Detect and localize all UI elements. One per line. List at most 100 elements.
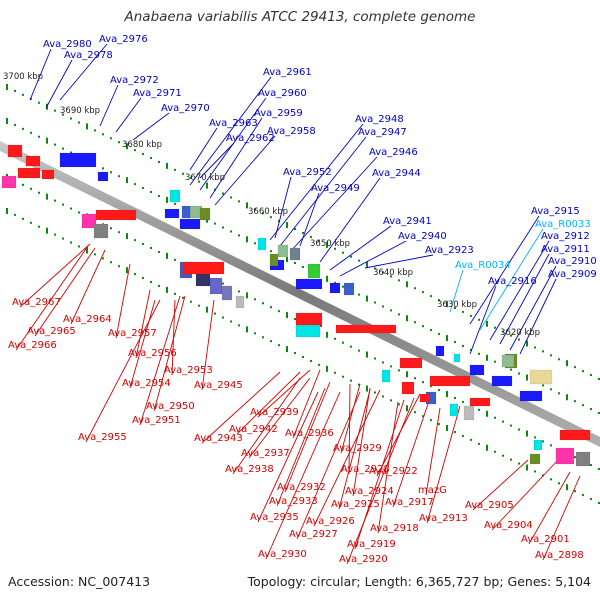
tick-dot [430, 329, 432, 332]
tick-dot [350, 255, 352, 258]
label-connector [352, 387, 371, 497]
label-connector [376, 393, 421, 477]
tick-dot [478, 318, 480, 321]
tick-dot [326, 275, 328, 282]
tick-dot [542, 440, 544, 443]
tick-dot [238, 324, 240, 327]
tick-dot [454, 396, 456, 399]
tick-dot [470, 314, 472, 317]
gene-feature [59, 152, 97, 168]
tick-dot [190, 176, 192, 179]
tick-dot [598, 412, 600, 415]
tick-dot [174, 202, 176, 205]
gene-label: Ava_2976 [99, 34, 148, 45]
tick-dot [358, 259, 360, 262]
tick-dot [206, 306, 208, 313]
tick-dot [534, 436, 536, 439]
tick-dot [310, 235, 312, 238]
tick-dot [574, 490, 576, 493]
gene-label: Ava_2910 [548, 256, 597, 267]
tick-dot [334, 281, 336, 284]
tick-dot [182, 296, 184, 299]
tick-dot [438, 333, 440, 336]
label-connector [132, 112, 170, 141]
label-connector [139, 295, 181, 426]
gene-label: Ava_2978 [64, 50, 113, 61]
tick-dot [502, 420, 504, 423]
tick-dot [566, 394, 568, 401]
tick-dot [158, 250, 160, 253]
tick-dot [326, 241, 328, 248]
gene-label: Ava_2942 [229, 424, 278, 435]
gene-feature [501, 354, 515, 368]
label-connector [257, 391, 319, 523]
gene-label: Ava_2950 [146, 401, 195, 412]
tick-dot [462, 400, 464, 403]
label-connector [340, 383, 361, 454]
tick-dot [78, 121, 80, 124]
tick-dot [126, 267, 128, 274]
gene-label: Ava_2938 [225, 464, 274, 475]
tick-dot [518, 428, 520, 431]
label-connector [479, 228, 544, 331]
tick-dot [286, 222, 288, 229]
tick-dot [366, 295, 368, 302]
gene-label: Ava_2941 [383, 216, 432, 227]
tick-dot [286, 346, 288, 353]
gene-label: Ava_2959 [254, 108, 303, 119]
gene-label: Ava_2917 [385, 497, 434, 508]
gene-label: Ava_2947 [358, 127, 407, 138]
tick-dot [246, 326, 248, 333]
gene-label: Ava_2955 [78, 432, 127, 443]
tick-dot [342, 251, 344, 254]
tick-dot [134, 239, 136, 242]
label-connector [469, 285, 497, 355]
label-connector [232, 377, 301, 475]
tick-dot [358, 383, 360, 386]
gene-feature [329, 282, 341, 294]
tick-dot [494, 416, 496, 419]
tick-dot [422, 381, 424, 384]
tick-dot [318, 363, 320, 366]
tick-dot [86, 247, 88, 254]
tick-dot [102, 133, 104, 136]
label-connector [354, 399, 405, 550]
tick-dot [6, 207, 8, 214]
gene-label: Ava_2940 [398, 231, 447, 242]
gene-feature [435, 345, 445, 357]
label-connector [70, 249, 106, 325]
map-title: Anabaena variabilis ATCC 29413, complete… [124, 9, 476, 25]
tick-dot [342, 341, 344, 344]
tick-dot [174, 168, 176, 171]
tick-dot [222, 192, 224, 195]
tick-dot [526, 430, 528, 437]
label-connector [499, 253, 550, 345]
gene-label: Ava_2933 [269, 496, 318, 507]
tick-dot [470, 348, 472, 351]
tick-dot [198, 304, 200, 307]
gene-label: Ava_2980 [43, 39, 92, 50]
tick-dot [350, 379, 352, 382]
tick-dot [494, 450, 496, 453]
gene-feature [93, 223, 109, 239]
tick-dot [526, 464, 528, 471]
tick-dot [230, 196, 232, 199]
label-connector [542, 475, 581, 561]
gene-feature [343, 282, 355, 296]
gene-label: Ava_2932 [277, 482, 326, 493]
tick-dot [62, 147, 64, 150]
tick-dot [550, 444, 552, 447]
tick-dot [550, 388, 552, 391]
tick-dot [102, 167, 104, 170]
gene-feature [519, 390, 543, 402]
tick-dot [582, 404, 584, 407]
gene-label: Ava_2966 [8, 340, 57, 351]
tick-dot [30, 97, 32, 100]
label-connector [45, 59, 73, 109]
tick-dot [502, 454, 504, 457]
label-connector [269, 123, 364, 241]
gene-label: Ava_2923 [425, 245, 474, 256]
label-connector [34, 247, 96, 337]
tick-dot [118, 141, 120, 144]
label-connector [338, 389, 371, 510]
